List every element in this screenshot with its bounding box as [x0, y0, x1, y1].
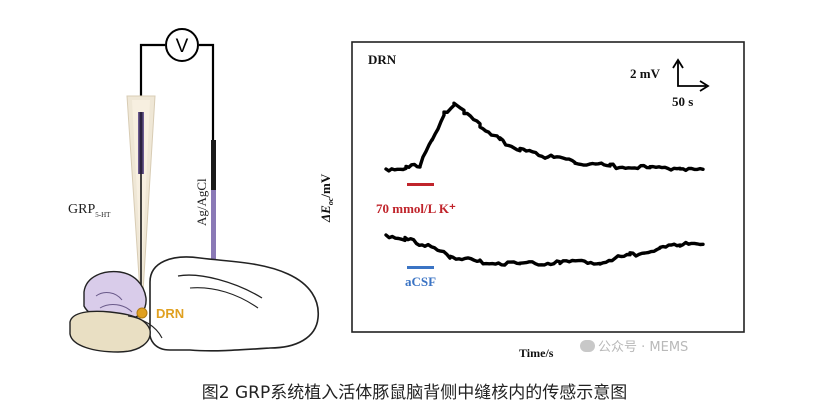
scale-voltage: 2 mV	[630, 66, 661, 81]
stimulus-label-acsf: aCSF	[405, 274, 436, 289]
wire-right	[199, 43, 215, 140]
ref-label: Ag/AgCl	[194, 178, 209, 226]
stimulus-bar-acsf	[407, 266, 434, 269]
y-axis-label: ΔEoc/mV	[318, 173, 335, 223]
voltmeter-symbol: V	[176, 36, 189, 57]
wechat-icon	[580, 340, 595, 352]
scale-bar	[677, 62, 706, 87]
scale-time: 50 s	[672, 94, 693, 109]
wire-left	[139, 43, 165, 112]
stimulus-label-k: 70 mmol/L K⁺	[376, 201, 456, 216]
schematic: V GRP5-HT Ag/AgCl DRN	[68, 28, 319, 353]
ref-electrode-body	[211, 190, 216, 262]
stimulus-bar-k	[407, 183, 434, 186]
brain-sulcus	[177, 274, 263, 299]
watermark: 公众号 · MEMS	[580, 336, 688, 355]
trace-acsf-response	[384, 233, 705, 267]
panel-frame	[351, 41, 745, 333]
brain-base	[69, 310, 151, 353]
ref-electrode-top	[211, 140, 216, 190]
panel-region-label: DRN	[368, 52, 397, 67]
svg-text:ΔEoc/mV: ΔEoc/mV	[318, 173, 335, 223]
brain-outline	[148, 256, 319, 352]
recording-panel: DRN 2 mV 50 s 70 mmol/L K⁺ aCSF ΔEoc/mV …	[318, 41, 745, 360]
figure-caption: 图2 GRP系统植入活体豚鼠脑背侧中缝核内的传感示意图	[201, 383, 628, 403]
drn-label: DRN	[156, 306, 184, 321]
x-axis-label: Time/s	[519, 346, 554, 360]
voltmeter-icon	[165, 28, 199, 62]
drn-marker	[136, 307, 148, 319]
trace-k-response	[384, 101, 705, 173]
grp-label: GRP5-HT	[68, 202, 111, 219]
